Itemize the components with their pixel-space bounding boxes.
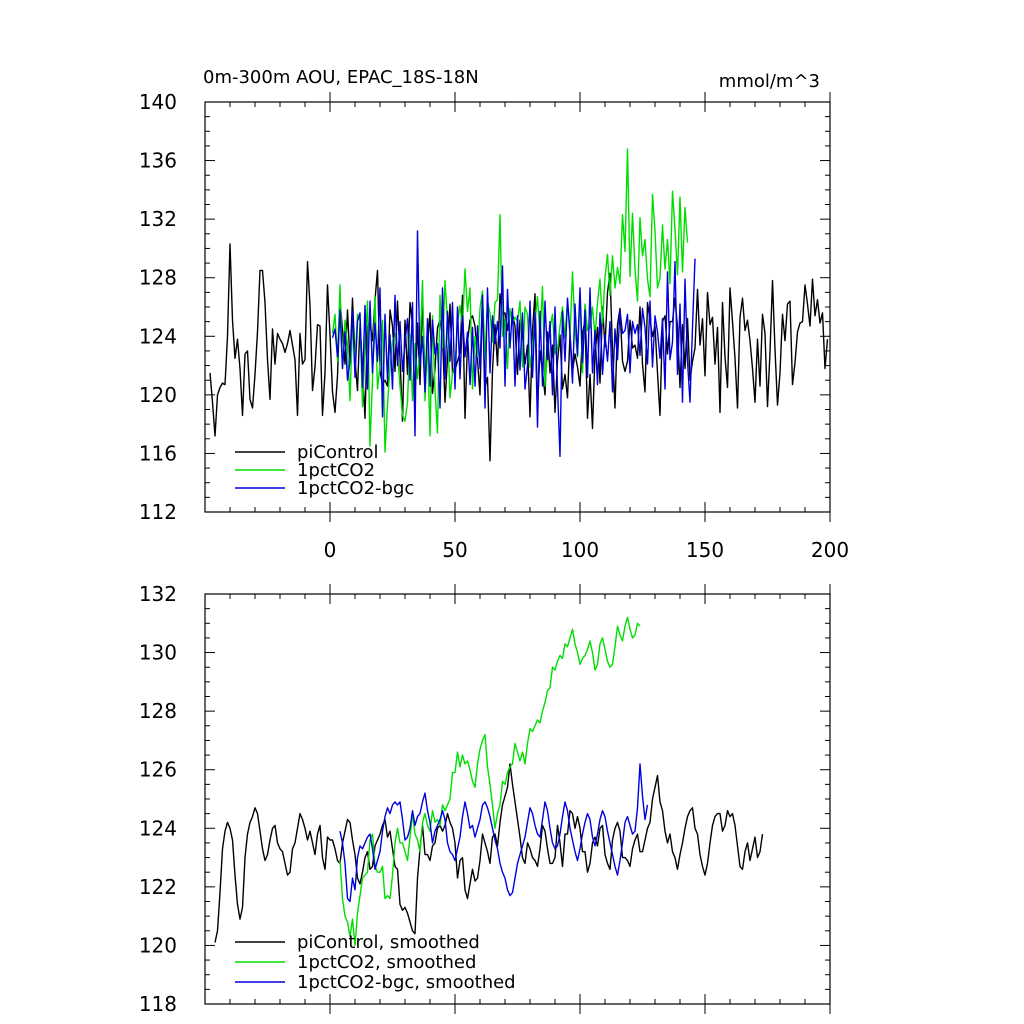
y-tick-label: 130 xyxy=(139,641,177,665)
y-tick-label: 122 xyxy=(139,875,177,899)
y-tick-label: 136 xyxy=(139,149,177,173)
y-tick-label: 124 xyxy=(139,324,177,348)
legend-label: piControl, smoothed xyxy=(297,932,480,953)
legend-label: 1pctCO2 xyxy=(297,460,375,481)
series-line-picontrol-smoothed xyxy=(214,763,764,943)
x-tick-label: 0 xyxy=(324,538,337,562)
x-tick-label: 100 xyxy=(561,538,599,562)
series-line-1pctco2-bgc xyxy=(331,230,696,458)
y-tick-label: 118 xyxy=(139,992,177,1016)
y-tick-label: 112 xyxy=(139,500,177,524)
y-tick-label: 124 xyxy=(139,816,177,840)
y-tick-label: 120 xyxy=(139,383,177,407)
series-line-1pctco2-smoothed xyxy=(339,616,641,947)
y-tick-label: 116 xyxy=(139,441,177,465)
legend-label: piControl xyxy=(297,442,379,463)
y-tick-label: 128 xyxy=(139,266,177,290)
chart-title: 0m-300m AOU, EPAC_18S-18N xyxy=(203,67,479,88)
legend-label: 1pctCO2-bgc, smoothed xyxy=(297,972,516,993)
series-line-1pctco2-bgc-smoothed xyxy=(339,763,649,903)
y-tick-label: 132 xyxy=(139,582,177,606)
x-tick-label: 50 xyxy=(442,538,467,562)
series-line-1pctco2 xyxy=(331,148,689,453)
top-panel: 0m-300m AOU, EPAC_18S-18N mmol/m^3 0 50 10… xyxy=(139,67,849,562)
legend-label: 1pctCO2, smoothed xyxy=(297,952,476,973)
units-label: mmol/m^3 xyxy=(719,71,820,92)
x-tick-label: 150 xyxy=(686,538,724,562)
y-tick-label: 140 xyxy=(139,90,177,114)
x-tick-label: 200 xyxy=(811,538,849,562)
bottom-panel: 118 120 122 124 126 128 130 132 piControl, smoo… xyxy=(139,582,831,1016)
y-tick-label: 128 xyxy=(139,699,177,723)
y-tick-label: 132 xyxy=(139,207,177,231)
legend-label: 1pctCO2-bgc xyxy=(297,478,414,499)
y-tick-label: 120 xyxy=(139,933,177,957)
y-tick-label: 126 xyxy=(139,758,177,782)
